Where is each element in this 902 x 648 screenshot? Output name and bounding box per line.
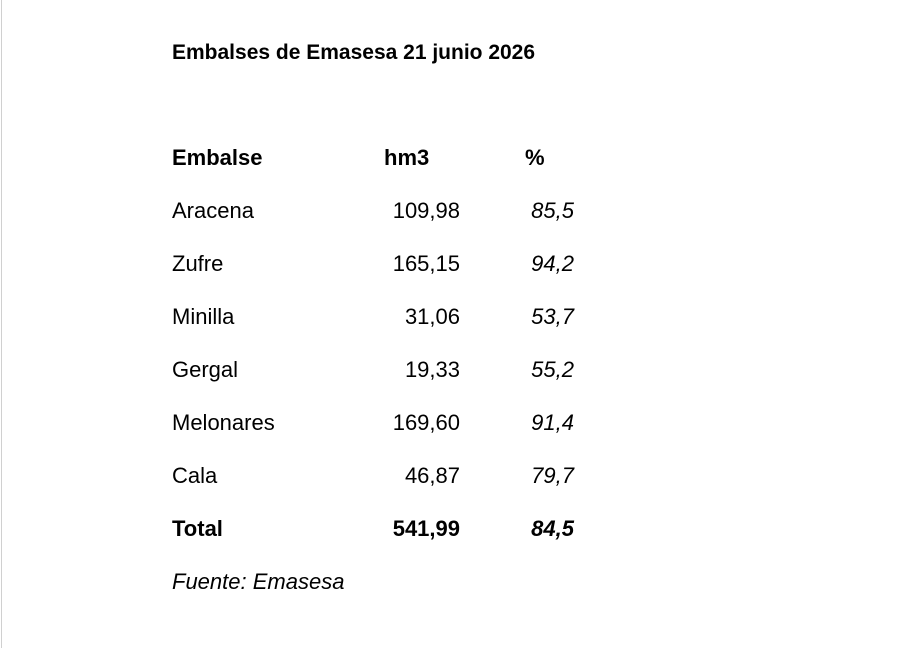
percent-cell: 91,4 <box>531 410 574 435</box>
volume-cell: 46,87 <box>404 463 460 488</box>
reservoir-name: Total <box>172 516 223 541</box>
reservoir-name: Zufre <box>172 251 224 276</box>
percent-cell: 84,5 <box>531 516 574 541</box>
reservoir-name: Minilla <box>172 304 235 329</box>
percent-cell: 79,7 <box>531 463 574 488</box>
percent-cell: 94,2 <box>531 251 574 276</box>
volume-cell: 541,99 <box>392 516 460 541</box>
percent-cell: 53,7 <box>531 304 574 329</box>
volume-cell: 169,60 <box>392 410 460 435</box>
reservoir-name: Gergal <box>172 357 239 382</box>
volume-cell: 109,98 <box>392 198 460 223</box>
percent-cell: 55,2 <box>531 357 574 382</box>
column-header: % <box>525 145 545 170</box>
source: Fuente: Emasesa <box>172 569 345 594</box>
volume-cell: 31,06 <box>404 304 460 329</box>
column-header: Embalse <box>172 145 263 170</box>
column-header: hm3 <box>384 145 430 170</box>
reservoir-name: Melonares <box>172 410 275 435</box>
percent-cell: 85,5 <box>531 198 574 223</box>
volume-cell: 19,33 <box>404 357 460 382</box>
reservoir-name: Cala <box>172 463 218 488</box>
page-edge <box>1 0 2 648</box>
title: Embalses de Emasesa 21 junio 2026 <box>172 41 536 64</box>
reservoir-name: Aracena <box>172 198 254 223</box>
volume-cell: 165,15 <box>392 251 460 276</box>
